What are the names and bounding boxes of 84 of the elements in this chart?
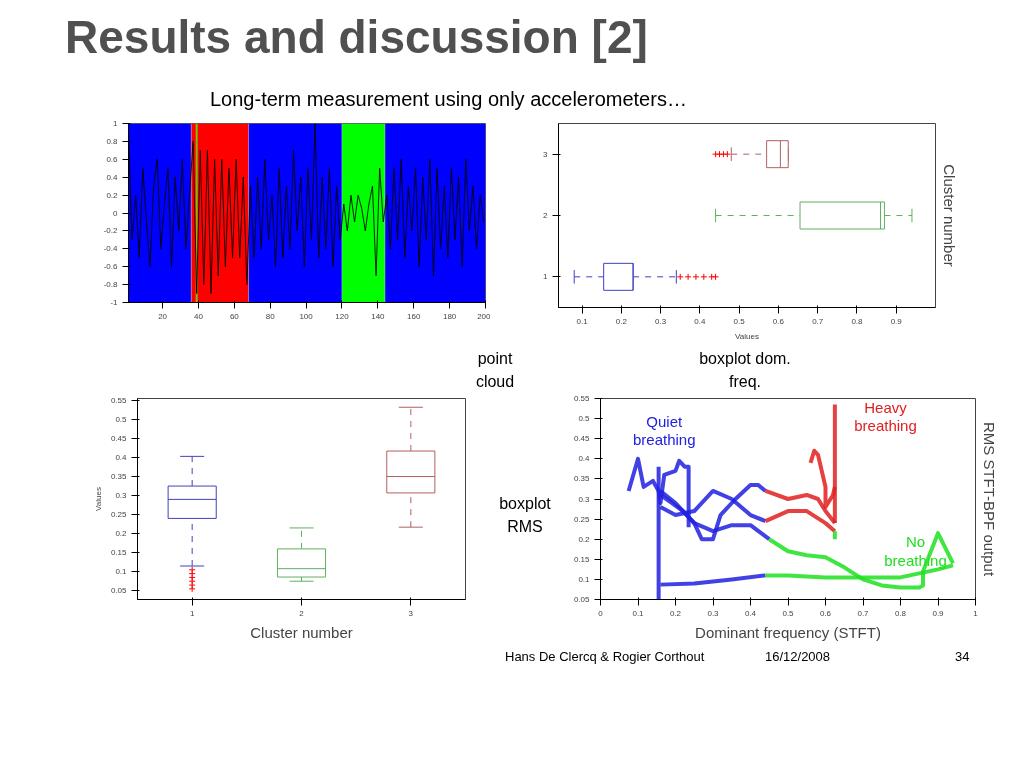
x-tick-label: 1 [973, 608, 979, 618]
y-tick-label: 0.2 [578, 534, 591, 544]
x-tick-label: 0.4 [744, 608, 757, 618]
series-label: Quiet breathing [632, 412, 696, 449]
y-axis-title: Cluster number [940, 164, 958, 267]
y-tick-label: -0.8 [103, 280, 119, 290]
x-tick-label: 0.7 [857, 608, 870, 618]
x-tick-label: 0.6 [772, 316, 785, 326]
y-tick-label: 1 [543, 272, 549, 282]
y-tick-label: -0.4 [103, 244, 119, 254]
y-tick-label: 0.45 [573, 434, 591, 444]
x-tick-label: 0 [598, 608, 604, 618]
x-tick-label: 0.8 [851, 316, 864, 326]
y-tick-label: 0.2 [115, 529, 128, 539]
x-tick-label: 0.6 [819, 608, 832, 618]
y-tick-label: -0.6 [103, 262, 119, 272]
text: point cloud [474, 349, 516, 392]
y-tick-label: 0.05 [110, 586, 128, 596]
x-tick-label: 60 [229, 311, 240, 321]
y-tick-label: 0.4 [106, 172, 119, 182]
text: boxplot dom. freq. [698, 349, 792, 392]
y-tick-label: 0 [113, 208, 119, 218]
x-tick-label: 140 [371, 311, 386, 321]
text: Results and discussion [2] [65, 10, 648, 65]
y-tick-label: 0.15 [573, 554, 591, 564]
y-tick-label: 0.15 [110, 548, 128, 558]
y-tick-label: -1 [110, 298, 119, 307]
series-label: Heavy breathing [854, 398, 917, 435]
text: Hans De Clercq & Rogier Corthout [505, 648, 705, 666]
y-tick-label: 0.1 [578, 574, 591, 584]
y-tick-label: 0.5 [578, 414, 591, 424]
y-tick-label: 0.6 [106, 154, 119, 164]
y-tick-label: 0.1 [115, 567, 128, 577]
y-tick-label: 0.05 [573, 595, 591, 604]
x-tick-label: 40 [194, 311, 204, 321]
y-tick-label: 0.45 [110, 433, 128, 443]
x-tick-label: 0.8 [894, 608, 907, 618]
text: Long-term measurement using only accelerometers… [210, 87, 687, 112]
y-tick-label: 0.25 [110, 510, 128, 520]
x-tick-label: 20 [158, 311, 168, 321]
x-tick-label: 0.1 [632, 608, 645, 618]
x-axis-title: Cluster number [250, 623, 353, 641]
x-tick-label: 0.2 [669, 608, 682, 618]
y-tick-label: 0.25 [573, 514, 591, 524]
x-tick-label: 0.5 [733, 316, 746, 326]
x-tick-label: 180 [442, 311, 457, 321]
y-tick-label: 0.4 [115, 453, 128, 463]
x-tick-label: 0.5 [782, 608, 795, 618]
x-tick-label: 0.4 [694, 316, 706, 326]
y-tick-label: 0.55 [573, 394, 591, 403]
x-tick-label: 100 [299, 311, 314, 321]
x-tick-label: 120 [335, 311, 350, 321]
y-tick-label: 0.35 [110, 472, 128, 482]
y-tick-label: 0.3 [115, 491, 128, 501]
text: 34 [955, 648, 970, 666]
y-tick-label: 3 [543, 149, 549, 159]
y-tick-label: 1 [113, 119, 119, 128]
x-tick-label: 0.3 [707, 608, 720, 618]
text: boxplot RMS [498, 494, 552, 537]
x-tick-label: 3 [408, 608, 414, 618]
x-axis-title: Dominant frequency (STFT) [695, 623, 881, 641]
x-tick-label: 0.9 [890, 316, 903, 326]
y-tick-label: 0.4 [578, 454, 591, 464]
y-tick-label: 0.2 [106, 190, 119, 200]
y-tick-label: 0.55 [110, 395, 128, 405]
x-tick-label: 0.9 [932, 608, 945, 618]
y-axis-title: RMS STFT-BPF output [980, 421, 998, 577]
x-tick-label: 1 [189, 608, 195, 618]
x-tick-label: 160 [407, 311, 421, 321]
y-tick-label: 0.3 [578, 494, 591, 504]
x-tick-label: 0.7 [812, 316, 824, 326]
x-tick-label: 0.3 [655, 316, 667, 326]
x-axis-title: Values [735, 331, 759, 341]
y-axis-title: Values [93, 487, 103, 511]
x-tick-label: 80 [265, 311, 276, 321]
x-tick-label: 200 [477, 311, 492, 321]
text: 16/12/2008 [765, 648, 831, 666]
y-tick-label: 0.35 [573, 474, 591, 484]
x-tick-label: 2 [299, 608, 305, 618]
y-tick-label: 0.5 [115, 414, 128, 424]
x-tick-label: 0.2 [615, 316, 628, 326]
y-tick-label: 2 [543, 211, 549, 220]
y-tick-label: 0.8 [106, 136, 119, 146]
y-tick-label: -0.2 [103, 226, 119, 236]
